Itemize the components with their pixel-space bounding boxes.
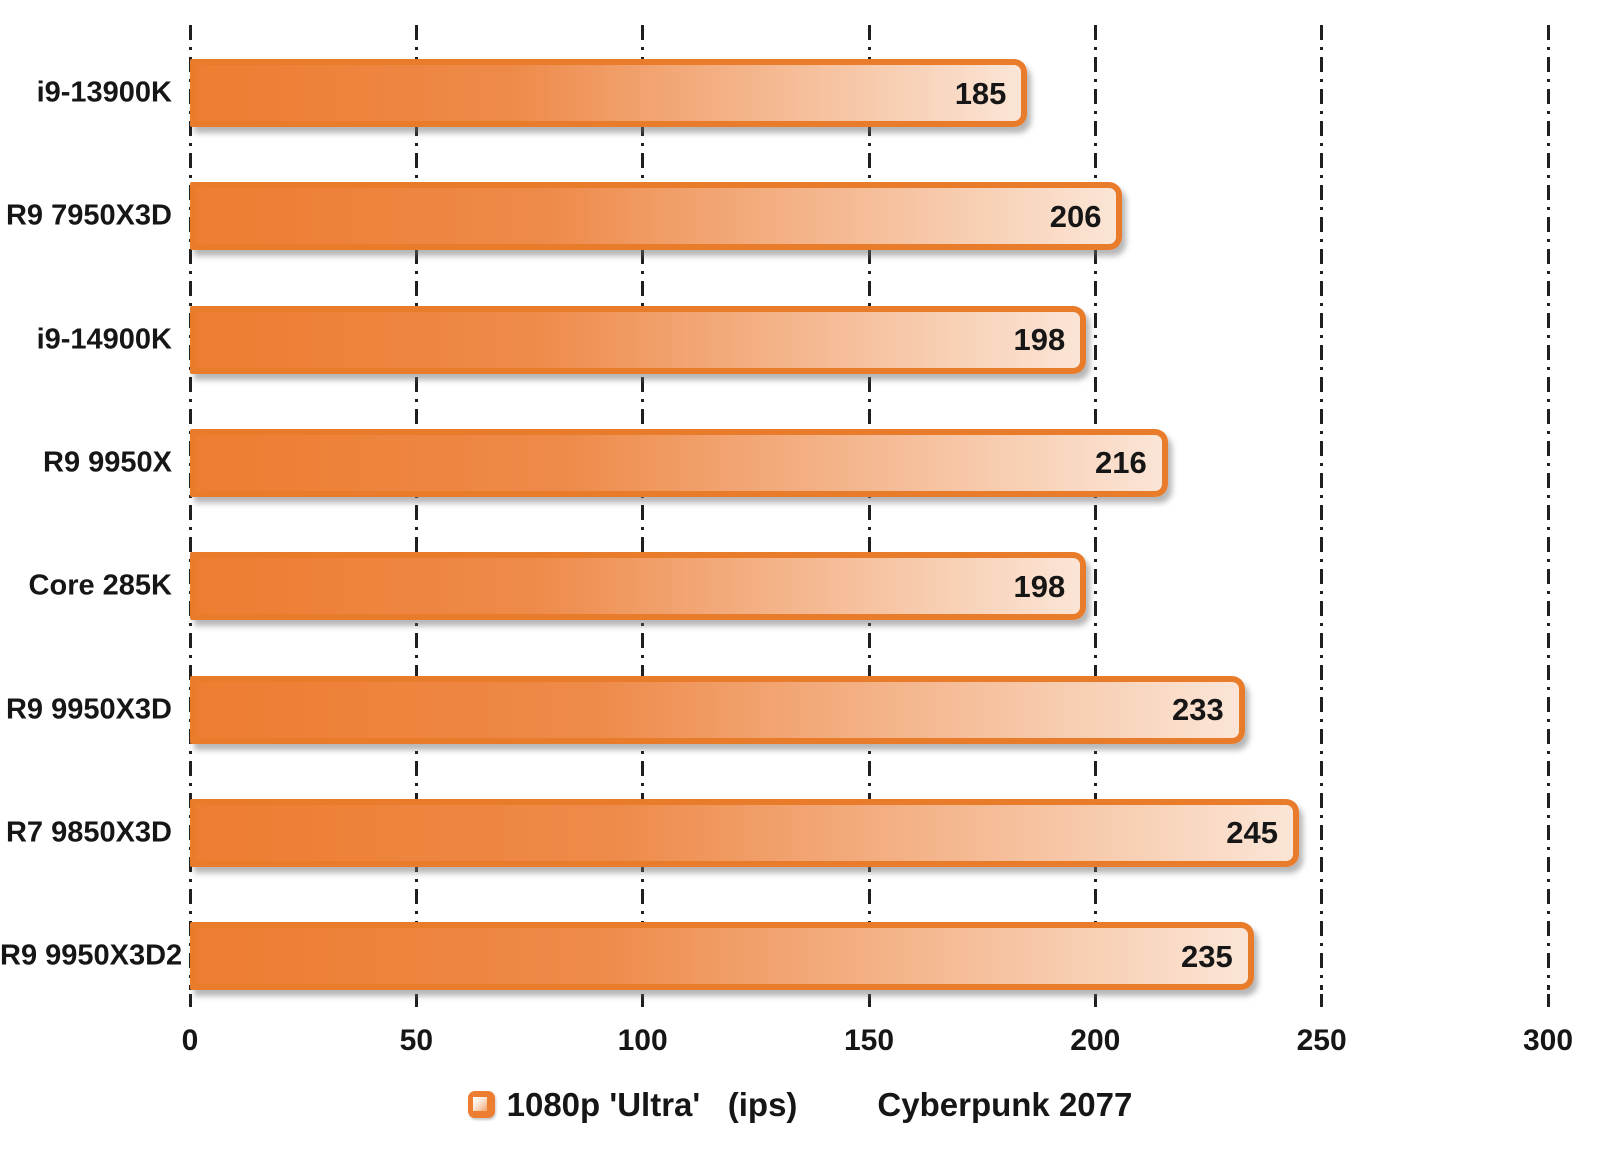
bar-value-label: 206 xyxy=(1049,198,1102,234)
axis-tick-200 xyxy=(1093,994,1097,1007)
axis-tick-300 xyxy=(1546,994,1550,1007)
legend-key-icon-inner xyxy=(472,1097,487,1111)
category-label-core-285k: Core 285K xyxy=(28,569,172,602)
bar-value-label: 245 xyxy=(1226,815,1279,851)
category-label-r9-7950x3d: R9 7950X3D xyxy=(5,199,172,232)
axis-tick-150 xyxy=(867,994,871,1007)
category-label-r9-9950x: R9 9950X xyxy=(43,446,172,479)
category-label-r7-9850x3d: R7 9850X3D xyxy=(5,816,172,849)
axis-tick-100 xyxy=(641,994,645,1007)
bar-value-label: 216 xyxy=(1095,445,1147,481)
bar-r9-9950x: 216 xyxy=(190,428,1168,497)
axis-tick-label-100: 100 xyxy=(617,1024,668,1057)
gridline-300 xyxy=(1546,25,1550,990)
category-label-i9-14900k: i9-14900K xyxy=(36,323,172,356)
gridline-100 xyxy=(641,25,645,990)
chart-title: Cyberpunk 2077 xyxy=(877,1086,1133,1123)
axis-tick-0 xyxy=(188,994,192,1007)
gridline-50 xyxy=(414,25,418,990)
bar-r9-9950x3d2: 235 xyxy=(190,922,1254,991)
axis-tick-50 xyxy=(414,994,418,1007)
bar-r9-7950x3d: 206 xyxy=(190,182,1123,251)
bar-i9-13900k: 185 xyxy=(190,59,1028,127)
bar-i9-14900k: 198 xyxy=(190,305,1087,374)
bar-value-label: 233 xyxy=(1171,692,1224,727)
category-label-r9-9950x3d2: R9 9950X3D2 xyxy=(0,939,183,972)
bar-r7-9850x3d: 245 xyxy=(190,798,1300,867)
axis-tick-250 xyxy=(1320,994,1324,1007)
bar-value-label: 198 xyxy=(1013,568,1066,604)
legend-key-icon xyxy=(467,1091,495,1118)
gridline-200 xyxy=(1093,25,1097,990)
axis-tick-label-150: 150 xyxy=(843,1024,895,1057)
gridline-250 xyxy=(1320,25,1324,990)
category-label-i9-13900k: i9-13900K xyxy=(36,76,172,109)
bar-r9-9950x3d: 233 xyxy=(190,675,1245,744)
legend: 1080p 'Ultra' (ips) Cyberpunk 2077 xyxy=(0,1088,1600,1121)
axis-tick-label-200: 200 xyxy=(1070,1024,1121,1057)
category-label-r9-9950x3d: R9 9950X3D xyxy=(5,693,172,725)
axis-tick-label-300: 300 xyxy=(1522,1024,1574,1057)
axis-tick-label-50: 50 xyxy=(399,1024,434,1057)
gridline-0 xyxy=(188,25,192,990)
legend-series-label: 1080p 'Ultra' (ips) xyxy=(506,1086,798,1123)
bar-value-label: 185 xyxy=(954,75,1007,111)
legend-series: 1080p 'Ultra' (ips) xyxy=(467,1086,798,1123)
axis-tick-label-250: 250 xyxy=(1296,1024,1347,1057)
axis-tick-label-0: 0 xyxy=(181,1024,199,1057)
bar-value-label: 198 xyxy=(1013,322,1066,358)
gridline-150 xyxy=(867,25,871,990)
bar-value-label: 235 xyxy=(1181,938,1233,974)
bar-core-285k: 198 xyxy=(190,552,1087,621)
